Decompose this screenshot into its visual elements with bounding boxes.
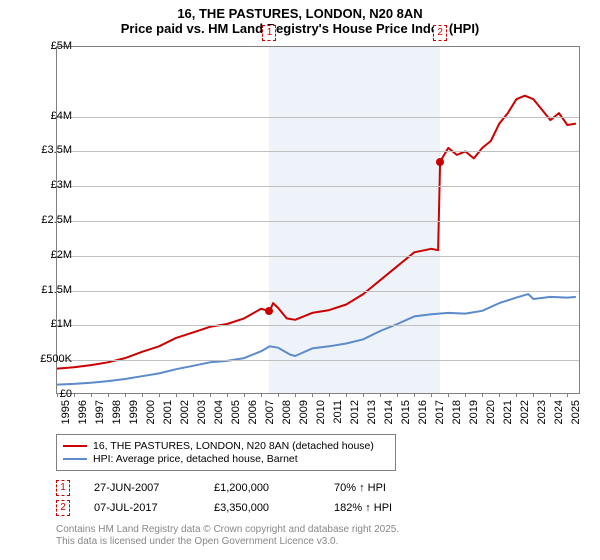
- event-row: 1 27-JUN-2007 £1,200,000 70% ↑ HPI: [56, 480, 454, 496]
- y-axis-label: £500K: [22, 353, 72, 365]
- legend-label: HPI: Average price, detached house, Barn…: [93, 453, 298, 465]
- event-pct: 70% ↑ HPI: [334, 482, 454, 494]
- title-line-1: 16, THE PASTURES, LONDON, N20 8AN: [0, 6, 600, 21]
- event-price: £3,350,000: [214, 502, 334, 514]
- event-point: [436, 158, 444, 166]
- y-axis-label: £2.5M: [22, 214, 72, 226]
- x-axis-label: 2012: [349, 400, 361, 424]
- y-axis-label: £3.5M: [22, 144, 72, 156]
- x-axis-label: 2005: [230, 400, 242, 424]
- x-axis-label: 2019: [468, 400, 480, 424]
- x-axis-label: 2024: [553, 400, 565, 424]
- x-axis-label: 2015: [400, 400, 412, 424]
- event-badge: 2: [56, 500, 70, 516]
- x-axis-label: 2017: [434, 400, 446, 424]
- x-axis-label: 2025: [570, 400, 582, 424]
- footer-line-1: Contains HM Land Registry data © Crown c…: [56, 524, 399, 536]
- chart-plot-area: 12: [56, 46, 580, 394]
- x-axis-label: 2008: [281, 400, 293, 424]
- event-marker: 1: [262, 25, 276, 41]
- x-axis-label: 2022: [519, 400, 531, 424]
- x-axis-label: 2004: [213, 400, 225, 424]
- x-axis-label: 2003: [196, 400, 208, 424]
- legend-item: HPI: Average price, detached house, Barn…: [63, 453, 389, 465]
- x-axis-label: 1999: [128, 400, 140, 424]
- legend: 16, THE PASTURES, LONDON, N20 8AN (detac…: [56, 434, 396, 471]
- x-axis-label: 1995: [60, 400, 72, 424]
- legend-item: 16, THE PASTURES, LONDON, N20 8AN (detac…: [63, 440, 389, 452]
- footer: Contains HM Land Registry data © Crown c…: [56, 524, 399, 548]
- x-axis-label: 2016: [417, 400, 429, 424]
- x-axis-label: 2007: [264, 400, 276, 424]
- x-axis-label: 2002: [179, 400, 191, 424]
- x-axis-label: 2001: [162, 400, 174, 424]
- event-price: £1,200,000: [214, 482, 334, 494]
- event-pct: 182% ↑ HPI: [334, 502, 454, 514]
- x-axis-label: 1997: [94, 400, 106, 424]
- x-axis-label: 2011: [332, 400, 344, 424]
- event-point: [265, 307, 273, 315]
- legend-swatch: [63, 458, 87, 460]
- x-axis-label: 2013: [366, 400, 378, 424]
- y-axis-label: £2M: [22, 249, 72, 261]
- x-axis-label: 2020: [485, 400, 497, 424]
- x-axis-label: 2009: [298, 400, 310, 424]
- x-axis-label: 1998: [111, 400, 123, 424]
- x-axis-label: 2010: [315, 400, 327, 424]
- event-row: 2 07-JUL-2017 £3,350,000 182% ↑ HPI: [56, 500, 454, 516]
- y-axis-label: £0: [22, 388, 72, 400]
- y-axis-label: £1.5M: [22, 284, 72, 296]
- x-axis-label: 2018: [451, 400, 463, 424]
- event-table: 1 27-JUN-2007 £1,200,000 70% ↑ HPI 2 07-…: [56, 480, 454, 520]
- event-date: 27-JUN-2007: [94, 482, 214, 494]
- chart-title: 16, THE PASTURES, LONDON, N20 8AN Price …: [0, 0, 600, 36]
- x-axis-label: 2006: [247, 400, 259, 424]
- title-line-2: Price paid vs. HM Land Registry's House …: [0, 21, 600, 36]
- x-axis-label: 2023: [536, 400, 548, 424]
- y-axis-label: £5M: [22, 40, 72, 52]
- x-axis-label: 1996: [77, 400, 89, 424]
- x-axis-label: 2021: [502, 400, 514, 424]
- event-date: 07-JUL-2017: [94, 502, 214, 514]
- event-badge: 1: [56, 480, 70, 496]
- event-marker: 2: [433, 25, 447, 41]
- legend-swatch: [63, 445, 87, 447]
- y-axis-label: £3M: [22, 179, 72, 191]
- x-axis-label: 2014: [383, 400, 395, 424]
- legend-label: 16, THE PASTURES, LONDON, N20 8AN (detac…: [93, 440, 374, 452]
- y-axis-label: £4M: [22, 110, 72, 122]
- y-axis-label: £1M: [22, 318, 72, 330]
- footer-line-2: This data is licensed under the Open Gov…: [56, 536, 399, 548]
- x-axis-label: 2000: [145, 400, 157, 424]
